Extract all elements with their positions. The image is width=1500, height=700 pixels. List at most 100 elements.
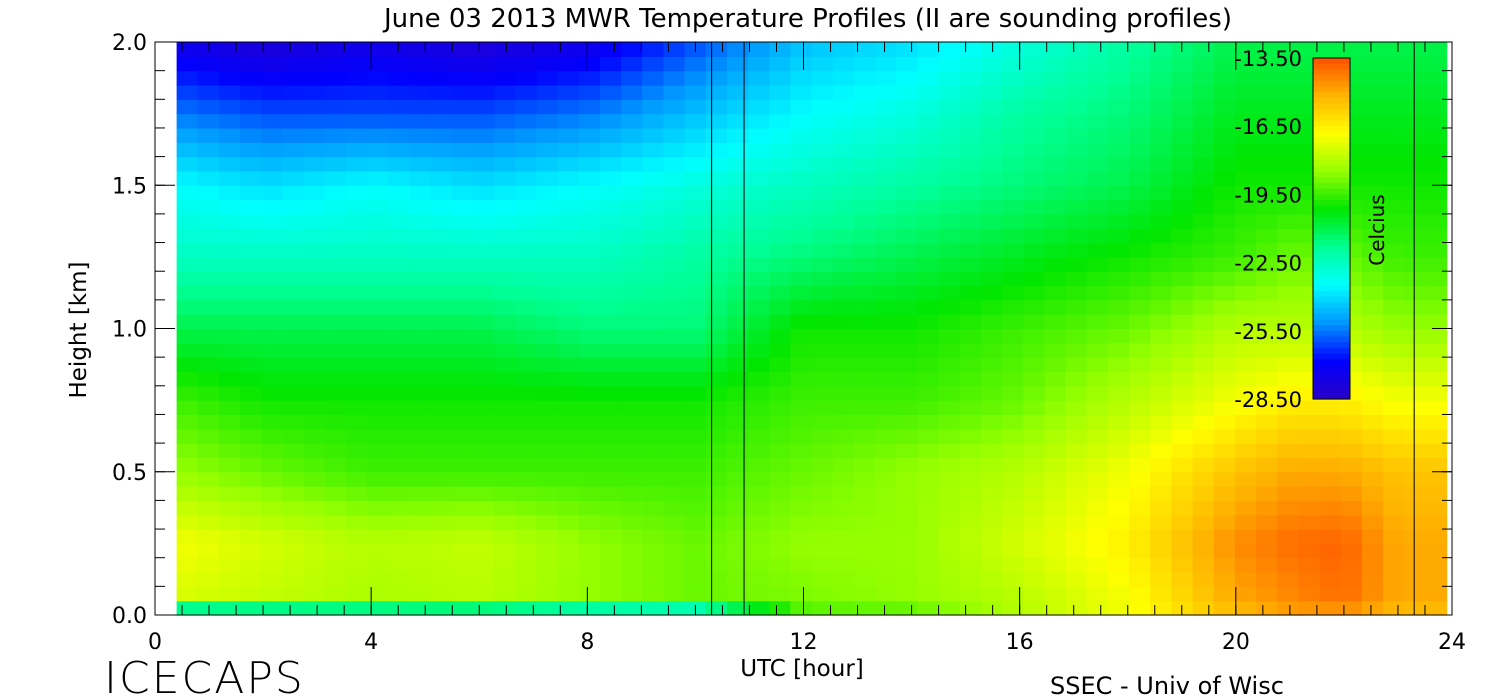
heatmap-cell [1425, 185, 1448, 201]
heatmap-cell [1107, 314, 1130, 330]
heatmap-cell [1277, 199, 1300, 215]
heatmap-cell [896, 170, 919, 186]
heatmap-cell [1361, 99, 1384, 115]
heatmap-cell [1256, 371, 1278, 387]
heatmap-cell [1002, 471, 1024, 487]
heatmap-cell [494, 170, 516, 186]
heatmap-cell [726, 271, 749, 287]
heatmap-cell [1383, 500, 1405, 516]
heatmap-cell [472, 357, 495, 373]
heatmap-cell [917, 529, 940, 544]
heatmap-cell [1192, 586, 1215, 602]
heatmap-cell [1361, 299, 1384, 315]
heatmap-cell [1361, 371, 1384, 387]
heatmap-cell [705, 371, 728, 387]
heatmap-cell [769, 357, 792, 373]
heatmap-cell [1383, 557, 1405, 573]
heatmap-cell [959, 586, 982, 602]
heatmap-cell [832, 271, 855, 287]
heatmap-cell [388, 142, 411, 158]
heatmap-cell [599, 400, 622, 416]
heatmap-cell [430, 185, 453, 201]
heatmap-cell [663, 400, 686, 416]
heatmap-cell [494, 142, 516, 158]
heatmap-cell [896, 600, 919, 616]
heatmap-cell [1319, 543, 1342, 559]
heatmap-cell [472, 156, 495, 172]
heatmap-cell [1404, 357, 1427, 373]
heatmap-cell [684, 414, 707, 430]
heatmap-cell [1361, 557, 1384, 573]
heatmap-cell [176, 213, 199, 229]
heatmap-cell [388, 529, 411, 544]
heatmap-cell [536, 457, 559, 473]
colorbar-segment [1313, 143, 1350, 150]
heatmap-cell [896, 56, 919, 72]
heatmap-cell [1023, 514, 1046, 530]
heatmap-cell [980, 285, 1003, 301]
heatmap-cell [1425, 385, 1448, 401]
heatmap-cell [515, 328, 538, 344]
heatmap-cell [1383, 314, 1405, 330]
heatmap-cell [218, 328, 241, 344]
colorbar-segment [1313, 336, 1350, 343]
heatmap-cell [1425, 572, 1448, 587]
heatmap-cell [261, 371, 284, 387]
heatmap-cell [769, 42, 792, 57]
heatmap-cell [853, 256, 876, 272]
heatmap-cell [726, 586, 749, 602]
heatmap-cell [896, 586, 919, 602]
heatmap-cell [790, 199, 813, 215]
heatmap-cell [980, 271, 1003, 287]
heatmap-cell [388, 199, 411, 215]
heatmap-cell [748, 357, 770, 373]
heatmap-cell [1044, 199, 1067, 215]
heatmap-cell [578, 443, 601, 459]
heatmap-cell [578, 127, 601, 143]
heatmap-cell [1425, 170, 1448, 186]
heatmap-cell [853, 84, 876, 100]
heatmap-cell [261, 285, 284, 301]
colorbar-segment [1313, 120, 1350, 127]
heatmap-cell [1171, 142, 1194, 158]
heatmap-cell [1340, 428, 1363, 444]
heatmap-cell [197, 342, 220, 358]
heatmap-cell [240, 471, 262, 487]
heatmap-cell [578, 299, 601, 315]
heatmap-cell [1002, 529, 1024, 544]
heatmap-cell [599, 228, 622, 244]
heatmap-cell [176, 228, 199, 244]
heatmap-cell [578, 142, 601, 158]
heatmap-cell [303, 557, 326, 573]
heatmap-cell [409, 400, 432, 416]
heatmap-cell [1023, 600, 1046, 616]
heatmap-cell [515, 170, 538, 186]
heatmap-cell [1234, 170, 1257, 186]
heatmap-cell [1086, 557, 1109, 573]
colorbar-tick-label: -25.50 [1234, 320, 1302, 344]
heatmap-cell [409, 256, 432, 272]
heatmap-cell [1425, 314, 1448, 330]
heatmap-cell [176, 457, 199, 473]
heatmap-cell [642, 213, 665, 229]
heatmap-cell [1256, 199, 1278, 215]
heatmap-cell [1234, 314, 1257, 330]
heatmap-cell [345, 142, 368, 158]
heatmap-cell [197, 572, 220, 587]
heatmap-cell [367, 299, 389, 315]
heatmap-cell [218, 256, 241, 272]
heatmap-cell [917, 328, 940, 344]
heatmap-cell [388, 443, 411, 459]
heatmap-cell [578, 428, 601, 444]
heatmap-cell [218, 42, 241, 57]
heatmap-cell [367, 385, 389, 401]
heatmap-cell [536, 156, 559, 172]
heatmap-cell [218, 557, 241, 573]
heatmap-cell [832, 600, 855, 616]
heatmap-cell [472, 271, 495, 287]
heatmap-cell [832, 471, 855, 487]
heatmap-cell [388, 84, 411, 100]
heatmap-cell [684, 385, 707, 401]
heatmap-cell [1425, 514, 1448, 530]
heatmap-cell [282, 285, 305, 301]
